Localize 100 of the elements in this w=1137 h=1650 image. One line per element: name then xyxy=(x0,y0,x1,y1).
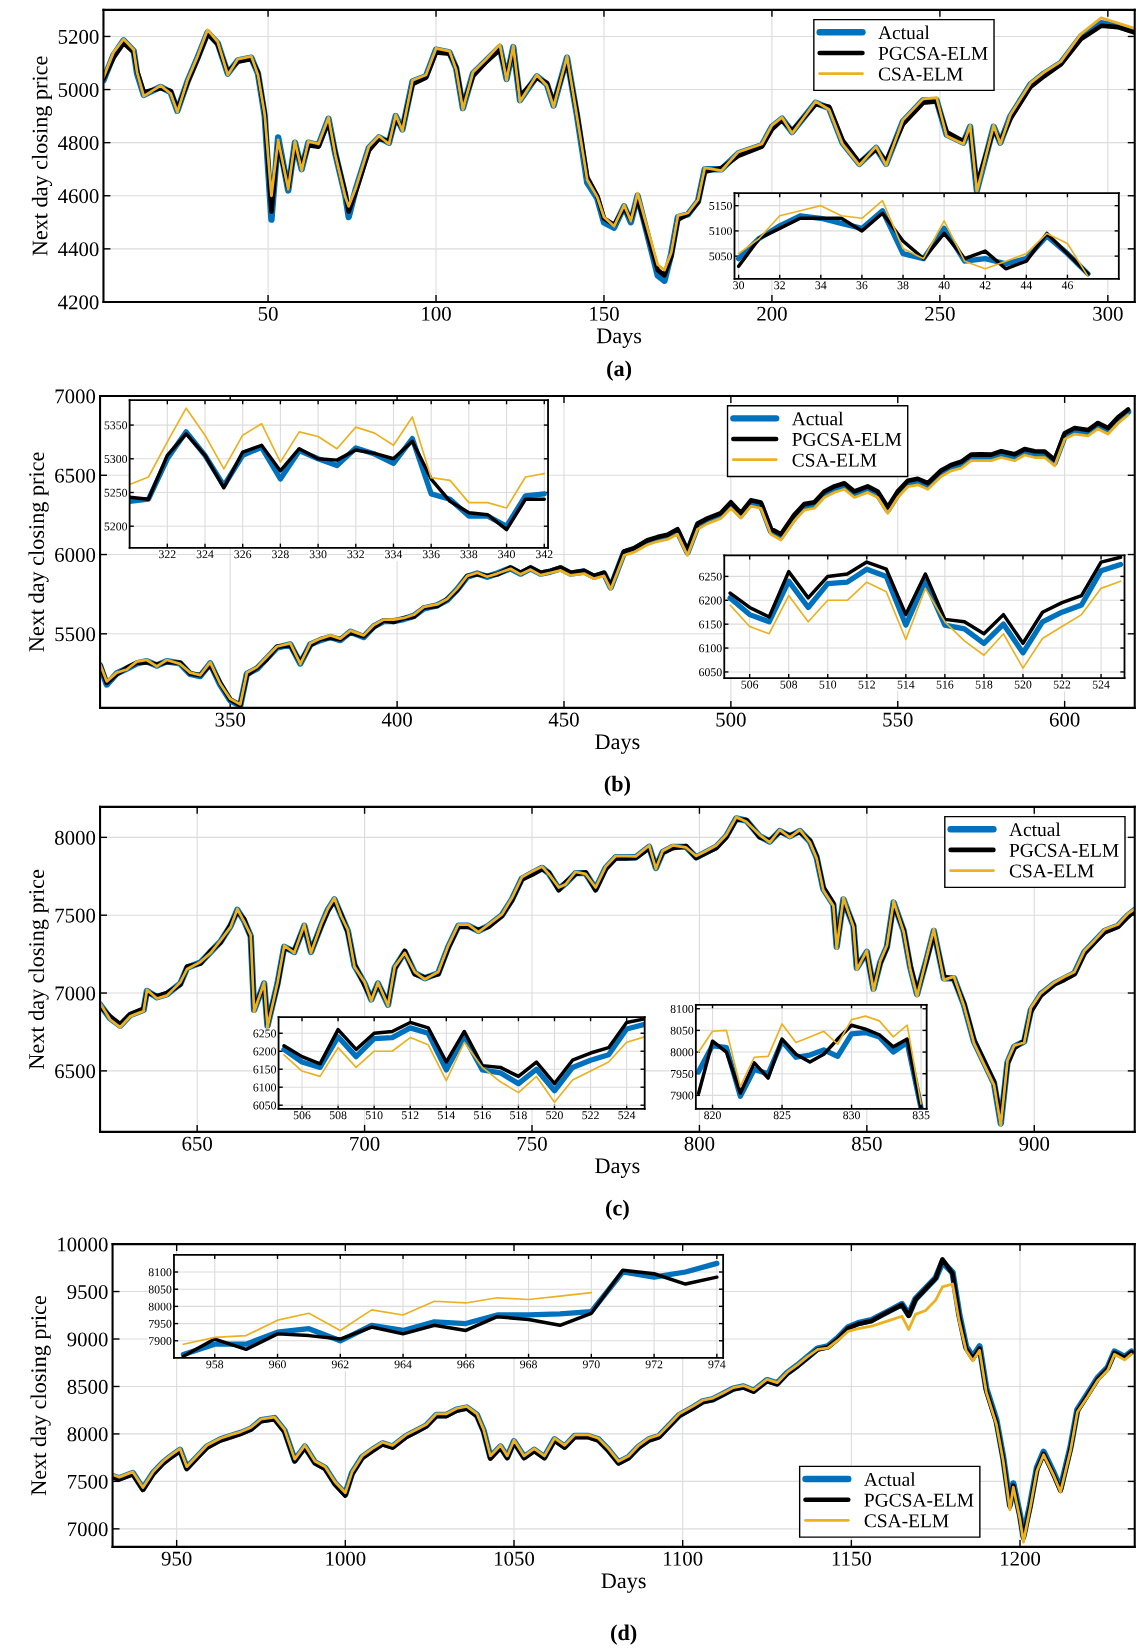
x-tick-label: 900 xyxy=(1019,1136,1050,1151)
x-tick-label: 36 xyxy=(856,281,868,290)
y-tick-label: 8000 xyxy=(148,1302,172,1311)
y-tick-label: 7900 xyxy=(149,1337,172,1345)
x-tick-label: 520 xyxy=(1014,680,1032,689)
y-tick-label: 5150 xyxy=(709,201,732,210)
y-tick-label: 4200 xyxy=(58,295,99,310)
y-tick-label: 5350 xyxy=(104,421,128,430)
x-tick-label: 336 xyxy=(422,550,440,559)
y-tick-label: 9500 xyxy=(67,1284,108,1299)
x-tick-label: 334 xyxy=(385,550,403,559)
x-tick-label: 342 xyxy=(535,550,553,559)
y-tick-label: 8050 xyxy=(148,1285,172,1294)
y-tick-label: 7500 xyxy=(55,908,96,923)
x-tick-label: 1050 xyxy=(495,1551,535,1566)
y-axis-title: Next day closing price xyxy=(28,452,49,652)
x-tick-label: 524 xyxy=(618,1111,636,1120)
y-tick-label: 7000 xyxy=(55,986,96,1001)
x-tick-label: 326 xyxy=(234,550,252,559)
y-tick-label: 6200 xyxy=(253,1047,277,1056)
x-tick-label: 1000 xyxy=(326,1551,366,1566)
legend-label: Actual xyxy=(791,411,844,426)
y-tick-label: 6250 xyxy=(253,1029,277,1038)
x-tick-label: 518 xyxy=(975,680,993,689)
text: (a) xyxy=(607,360,632,381)
x-tick-label: 825 xyxy=(773,1111,791,1120)
x-tick-label: 46 xyxy=(1061,281,1073,290)
x-tick-label: 518 xyxy=(510,1111,527,1120)
x-tick-label: 520 xyxy=(546,1111,563,1120)
x-tick-label: 508 xyxy=(329,1111,347,1120)
y-tick-label: 5300 xyxy=(104,455,128,463)
x-tick-label: 510 xyxy=(365,1111,383,1120)
y-tick-label: 8100 xyxy=(670,1004,694,1013)
x-tick-label: 820 xyxy=(704,1111,721,1120)
x-tick-label: 512 xyxy=(402,1111,419,1120)
y-tick-label: 5250 xyxy=(104,488,128,497)
text: (d) xyxy=(611,1624,637,1645)
x-tick-label: 966 xyxy=(457,1360,475,1369)
legend-label: PGCSA-ELM xyxy=(878,46,988,60)
y-tick-label: 6100 xyxy=(253,1083,277,1092)
x-tick-label: 300 xyxy=(1093,306,1123,321)
y-axis-title: Next day closing price xyxy=(28,869,49,1070)
y-tick-label: 10000 xyxy=(58,1237,108,1252)
x-tick-label: 506 xyxy=(741,680,759,689)
x-axis-title: Days xyxy=(595,1158,640,1178)
x-tick-label: 508 xyxy=(780,680,798,689)
legend-label: Actual xyxy=(878,25,930,40)
x-tick-label: 522 xyxy=(582,1111,599,1120)
x-tick-label: 332 xyxy=(347,550,364,559)
x-tick-label: 44 xyxy=(1020,281,1033,290)
y-tick-label: 5050 xyxy=(709,252,732,261)
y-tick-label: 8000 xyxy=(670,1048,694,1057)
x-tick-label: 512 xyxy=(858,680,875,689)
x-tick-label: 550 xyxy=(883,712,913,727)
x-tick-label: 600 xyxy=(1049,712,1080,727)
y-tick-label: 7000 xyxy=(55,389,96,404)
x-axis-title: Days xyxy=(601,1573,646,1593)
y-tick-label: 5100 xyxy=(709,227,732,236)
y-tick-label: 8000 xyxy=(55,830,96,845)
y-tick-label: 8000 xyxy=(67,1427,108,1442)
x-tick-label: 100 xyxy=(422,306,451,321)
x-tick-label: 330 xyxy=(309,550,327,559)
x-tick-label: 524 xyxy=(1092,680,1110,689)
x-axis-title: Days xyxy=(595,734,640,754)
y-axis-title: Next day closing price xyxy=(31,56,53,256)
x-tick-label: 962 xyxy=(331,1360,349,1369)
x-tick-label: 34 xyxy=(815,281,827,290)
legend-label: CSA-ELM xyxy=(864,1514,949,1528)
y-tick-label: 6050 xyxy=(253,1101,277,1110)
x-tick-label: 516 xyxy=(474,1111,491,1120)
x-tick-label: 1100 xyxy=(664,1551,703,1566)
text: (c) xyxy=(606,1199,629,1220)
text: (b) xyxy=(604,775,630,796)
x-tick-label: 450 xyxy=(548,712,579,727)
x-tick-label: 400 xyxy=(381,712,412,727)
y-tick-label: 6500 xyxy=(55,468,96,483)
x-tick-label: 250 xyxy=(925,306,955,321)
x-tick-label: 50 xyxy=(258,306,278,321)
x-tick-label: 972 xyxy=(645,1360,663,1369)
x-tick-label: 150 xyxy=(590,306,619,321)
x-tick-label: 324 xyxy=(196,550,214,559)
x-tick-label: 30 xyxy=(733,281,745,290)
legend-label: CSA-ELM xyxy=(1009,864,1094,878)
x-tick-label: 40 xyxy=(938,281,950,290)
y-tick-label: 9000 xyxy=(67,1332,108,1347)
x-tick-label: 950 xyxy=(161,1551,192,1566)
x-tick-label: 350 xyxy=(215,712,246,727)
x-tick-label: 42 xyxy=(979,281,991,290)
y-tick-label: 7000 xyxy=(68,1522,108,1537)
x-tick-label: 516 xyxy=(936,680,954,689)
y-tick-label: 4600 xyxy=(58,189,99,204)
x-axis-title: Days xyxy=(596,328,642,348)
y-tick-label: 7950 xyxy=(670,1069,694,1078)
y-tick-label: 5200 xyxy=(58,29,99,44)
x-tick-label: 200 xyxy=(757,306,787,321)
legend-label: Actual xyxy=(864,1472,916,1487)
legend-label: Actual xyxy=(1009,822,1061,837)
x-tick-label: 960 xyxy=(269,1360,286,1369)
x-tick-label: 510 xyxy=(819,680,837,689)
x-tick-label: 38 xyxy=(897,281,909,290)
